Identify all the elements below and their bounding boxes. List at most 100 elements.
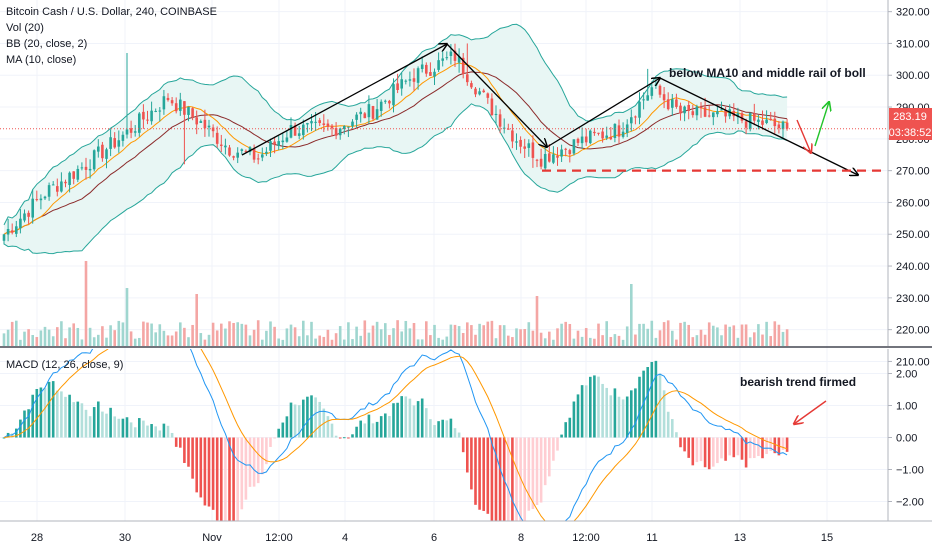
candle-body xyxy=(154,110,157,112)
candle-body xyxy=(498,114,502,127)
macd-legend-label[interactable]: MACD (12, 26, close, 9) xyxy=(6,359,124,371)
histogram-bar xyxy=(621,399,625,438)
volume-bar xyxy=(679,322,682,346)
volume-bar xyxy=(232,322,235,346)
candle-body xyxy=(580,136,584,144)
candle-body xyxy=(51,184,55,186)
moving-averages xyxy=(3,62,788,235)
histogram-bar xyxy=(166,425,170,438)
legend-bollinger[interactable]: BB (20, close, 2) xyxy=(6,38,88,50)
volume-bar xyxy=(666,320,670,346)
candle-body xyxy=(654,84,658,86)
candle-body xyxy=(630,117,633,124)
histogram-bar xyxy=(474,437,477,505)
volume-bar xyxy=(187,337,190,346)
volume-bar xyxy=(195,294,198,346)
histogram-bar xyxy=(60,391,63,438)
candle-body xyxy=(474,88,477,95)
candle-body xyxy=(392,84,395,106)
volume-bar xyxy=(347,322,350,346)
candle-body xyxy=(609,136,613,140)
candle-body xyxy=(343,126,346,130)
histogram-bar xyxy=(170,432,174,438)
histogram-bar xyxy=(441,419,444,438)
candle-body xyxy=(486,93,490,98)
histogram-bar xyxy=(338,437,342,439)
legend-volume[interactable]: Vol (20) xyxy=(6,22,44,34)
histogram-bar xyxy=(589,376,592,438)
histogram-bar xyxy=(576,394,580,438)
histogram-bar xyxy=(162,423,166,438)
candle-body xyxy=(236,152,239,158)
candle-body xyxy=(769,118,772,121)
histogram-bar xyxy=(10,433,14,438)
candle-body xyxy=(310,121,313,124)
chart-legend: Bitcoin Cash / U.S. Dollar, 240, COINBAS… xyxy=(6,4,217,68)
histogram-bar xyxy=(101,411,104,438)
histogram-bar xyxy=(666,411,670,438)
volume-bar xyxy=(457,326,461,346)
candle-body xyxy=(433,71,436,77)
volume-bar xyxy=(39,330,43,346)
volume-bar xyxy=(289,324,293,346)
price-tick-label: 310.00 xyxy=(896,38,930,50)
histogram-bar xyxy=(133,427,137,438)
candle-body xyxy=(15,226,18,234)
histogram-bar xyxy=(584,385,588,438)
histogram-bar xyxy=(138,418,141,438)
candle-body xyxy=(105,149,108,159)
histogram-bar xyxy=(699,437,703,462)
histogram-bar xyxy=(593,375,596,438)
candle-body xyxy=(56,186,59,192)
candle-body xyxy=(277,141,280,146)
histogram-bar xyxy=(744,437,748,468)
candle-body xyxy=(76,168,80,180)
candle-body xyxy=(162,96,166,110)
candle-body xyxy=(244,150,248,152)
volume-bar xyxy=(785,329,789,346)
volume-bar xyxy=(425,321,428,346)
volume-bar xyxy=(162,330,166,346)
volume-bar xyxy=(375,321,379,346)
volume-bar xyxy=(580,336,584,346)
histogram-bar xyxy=(43,388,47,438)
histogram-bar xyxy=(88,416,92,438)
candle-body xyxy=(466,74,469,83)
candle-body xyxy=(507,128,510,130)
candle-body xyxy=(420,64,424,69)
candle-body xyxy=(297,133,301,136)
candle-body xyxy=(240,149,244,151)
volume-bar xyxy=(470,325,473,346)
volume-bar xyxy=(297,336,301,346)
candle-body xyxy=(777,124,781,129)
candle-body xyxy=(511,130,514,142)
histogram-bar xyxy=(289,402,293,438)
volume-bar xyxy=(326,329,330,346)
volume-bar xyxy=(371,325,375,346)
time-tick-label: 12:00 xyxy=(572,532,600,544)
histogram-bar xyxy=(384,413,387,438)
legend-ma[interactable]: MA (10, close) xyxy=(6,54,77,66)
candle-body xyxy=(203,119,207,129)
histogram-bar xyxy=(556,437,559,451)
histogram-bar xyxy=(412,405,416,438)
volume-bar xyxy=(523,329,526,346)
candle-body xyxy=(347,126,350,128)
volume-bar xyxy=(716,327,719,346)
volume-bar xyxy=(474,334,477,346)
price-axis: 210.00 220.00 230.00 240.00 250.00 260.00 270.… xyxy=(887,0,932,368)
volume-bar xyxy=(396,320,399,346)
histogram-bar xyxy=(785,437,789,452)
candle-body xyxy=(211,127,215,132)
candle-body xyxy=(215,132,219,144)
candle-body xyxy=(371,106,375,119)
countdown-label: 03:38:52 xyxy=(889,127,932,139)
volume-bar xyxy=(56,327,59,346)
candle-body xyxy=(490,98,494,116)
candle-body xyxy=(695,106,699,116)
histogram-bar xyxy=(425,408,428,438)
time-tick-label: 12:00 xyxy=(265,532,293,544)
histogram-bar xyxy=(23,410,26,438)
histogram-bar xyxy=(400,396,403,438)
